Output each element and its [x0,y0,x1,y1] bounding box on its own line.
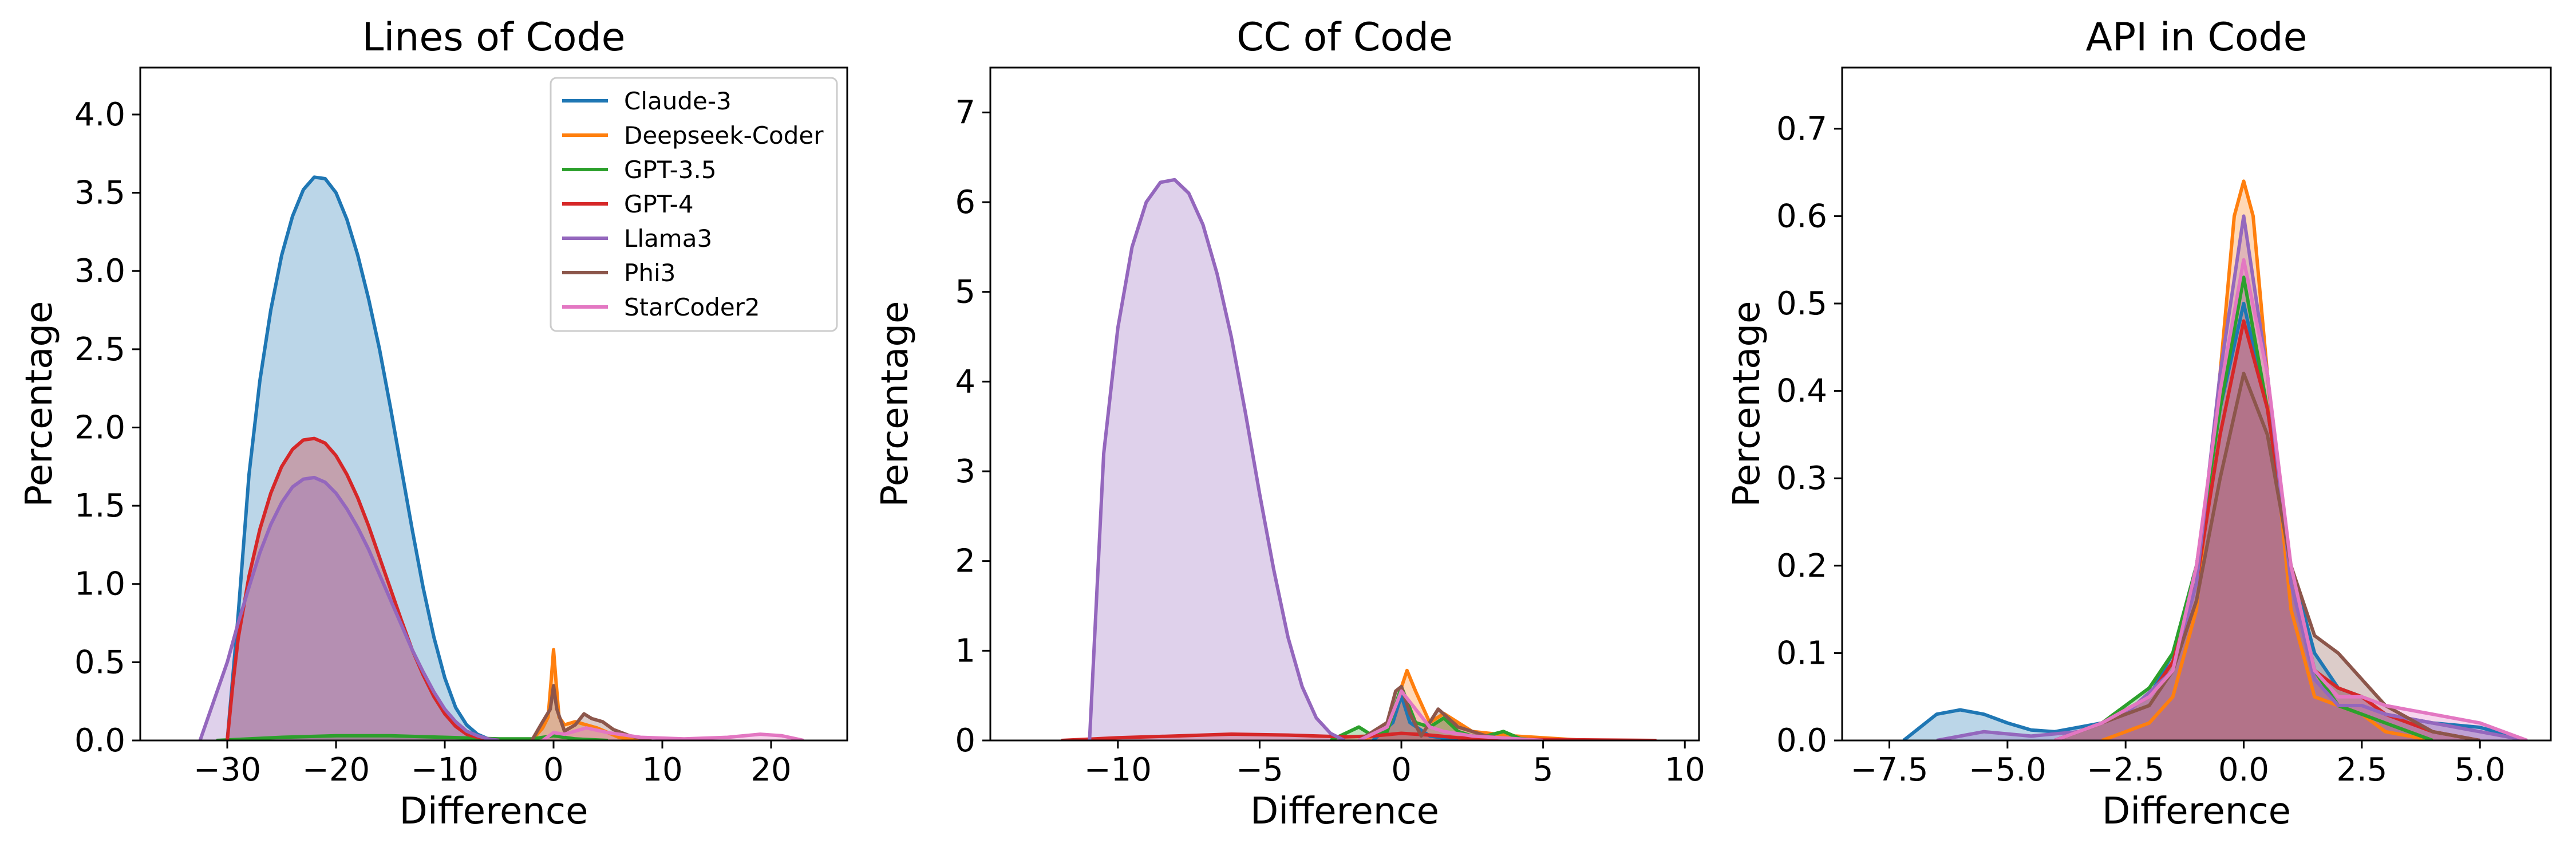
plot-api-in-code: −7.5 −5.0 −2.5 0.0 2.5 5.0 0.0 0.1 0.2 0.3 0.4 0.5 0… [1726,15,2552,833]
area-gpt-4 [227,438,499,740]
y-tick-label: 1.0 [74,566,125,603]
area-claude-3 [1903,304,2527,740]
legend-box [550,77,838,332]
plot-area [1902,179,2528,740]
area-gpt-3-5 [2055,277,2433,740]
y-tick-label: 0.1 [1776,635,1827,672]
y-tick-label: 5 [955,274,975,311]
y-tick-label: 0 [955,722,975,759]
y-tick-label: 4 [955,363,975,400]
area-claude-3 [227,177,499,740]
line-gpt-3-5 [2054,275,2433,740]
axes-frame [139,66,848,742]
line-starcoder2 [2054,258,2528,740]
axes-frame [989,66,1700,742]
x-axis-label: Difference [1250,790,1439,833]
y-tick-label: 2.0 [74,409,125,446]
y-tick-label: 3 [955,453,975,490]
legend: Claude-3 Deepseek-Coder GPT-3.5 GPT-4 Llama3… [550,77,838,332]
area-phi3 [2055,373,2480,740]
y-tick-label: 0.6 [1776,198,1827,235]
x-tick-label: −7.5 [1851,751,1929,789]
x-tick-label: 0 [543,751,564,789]
area-gpt-4 [2055,321,2480,740]
plot-lines-of-code: −30 −20 −10 0 10 20 0.0 0.5 1.0 1.5 2.0 2.5 3.0 3.5 4.… [18,15,848,833]
y-tick-label: 2.5 [74,331,125,368]
y-tick-label: 6 [955,184,975,221]
y-tick-label: 4.0 [74,96,125,133]
legend-label-llama3: Llama3 [624,224,712,253]
x-tick-label: 0 [1391,751,1412,789]
y-tick-label: 2 [955,543,975,580]
x-axis-label: Difference [400,790,588,833]
line-phi3 [530,684,652,740]
plot-area [1061,178,1657,740]
y-axis-label: Percentage [18,301,61,507]
legend-label-gpt-3-5: GPT-3.5 [624,156,717,184]
x-tick-label: −2.5 [2087,751,2164,789]
y-tick-label: 1.5 [74,487,125,525]
plot-cc-of-code: −10 −5 0 5 10 0 1 2 3 4 5 6 7 CC of Code Difference Per… [874,15,1705,833]
y-tick-label: 0.4 [1776,373,1827,410]
area-starcoder2 [2055,259,2527,740]
y-tick-label: 0.0 [1776,722,1827,759]
legend-label-gpt-4: GPT-4 [624,190,694,218]
y-tick-label: 0.5 [74,644,125,681]
x-tick-label: 20 [750,751,791,789]
line-llama3 [1088,178,1346,740]
y-tick-label: 0.0 [74,722,125,759]
line-gpt-3-5 [216,734,609,740]
legend-label-phi3: Phi3 [624,259,675,287]
chart-title: API in Code [2086,15,2308,60]
y-tick-label: 0.5 [1776,285,1827,322]
y-tick-label: 7 [955,94,975,131]
y-tick-label: 0.3 [1776,460,1827,497]
line-llama3 [198,475,500,740]
x-tick-label: −10 [1084,751,1152,789]
line-phi3 [1358,685,1515,740]
line-gpt-4 [226,436,500,740]
plot-area [198,175,804,740]
line-claude-3 [226,175,500,740]
y-tick-label: 0.2 [1776,547,1827,585]
x-tick-label: 10 [1665,751,1705,789]
x-tick-label: 0.0 [2218,751,2269,789]
x-tick-label: −5.0 [1969,751,2046,789]
y-axis-label: Percentage [1726,301,1768,507]
line-llama3 [1936,214,2528,740]
x-tick-label: −5 [1236,751,1283,789]
y-tick-label: 3.5 [74,175,125,212]
line-phi3 [2054,372,2480,740]
legend-label-starcoder2: StarCoder2 [624,293,760,321]
x-axis-label: Difference [2102,790,2291,833]
chart-title: CC of Code [1236,15,1453,60]
area-claude-3 [1373,695,1459,740]
x-tick-label: 10 [642,751,682,789]
line-starcoder2 [1358,689,1543,740]
area-deepseek-coder [2101,181,2433,740]
area-llama3 [1089,179,1345,740]
legend-label-claude-3: Claude-3 [624,87,732,115]
area-llama3 [1937,216,2527,740]
x-tick-label: 5 [1533,751,1554,789]
chart-title: Lines of Code [362,15,626,60]
axes-frame [1841,66,2552,742]
y-axis-label: Percentage [874,301,916,507]
line-starcoder2 [542,726,804,740]
x-tick-label: −30 [193,751,261,789]
x-tick-label: 5.0 [2455,751,2506,789]
y-tick-label: 3.0 [74,253,125,290]
x-tick-label: −10 [411,751,479,789]
y-tick-label: 1 [955,632,975,669]
y-tick-label: 0.7 [1776,111,1827,148]
x-tick-label: 2.5 [2336,751,2387,789]
x-tick-label: −20 [302,751,370,789]
legend-label-deepseek-coder: Deepseek-Coder [624,121,824,149]
